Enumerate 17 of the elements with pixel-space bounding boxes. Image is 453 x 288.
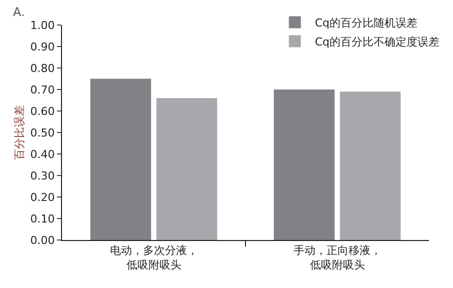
y-tick-label: 0.80 <box>30 62 55 75</box>
y-tick-label: 0.10 <box>30 212 55 226</box>
y-tick-label: 0.40 <box>30 148 55 161</box>
y-tick-label: 0.90 <box>30 40 55 54</box>
y-tick-label: 0.50 <box>30 126 55 140</box>
y-tick-label: 0.30 <box>30 169 55 182</box>
legend-label: Cq的百分比随机误差 <box>314 16 418 30</box>
x-tick-label: 电动，多次分液，低吸附吸头 <box>110 244 198 272</box>
y-tick-label: 0.00 <box>30 234 55 247</box>
text: A. <box>13 5 25 19</box>
y-tick-label: 0.20 <box>30 190 55 204</box>
legend-label: Cq的百分比不确定度误差 <box>314 36 440 49</box>
y-axis-title: 百分比误差 <box>12 105 26 160</box>
y-tick-label: 0.60 <box>30 104 55 118</box>
x-tick-label: 手动，正向移液，低吸附吸头 <box>293 244 382 272</box>
y-tick-label: 1.00 <box>30 18 55 32</box>
y-tick-label: 0.70 <box>30 83 55 96</box>
